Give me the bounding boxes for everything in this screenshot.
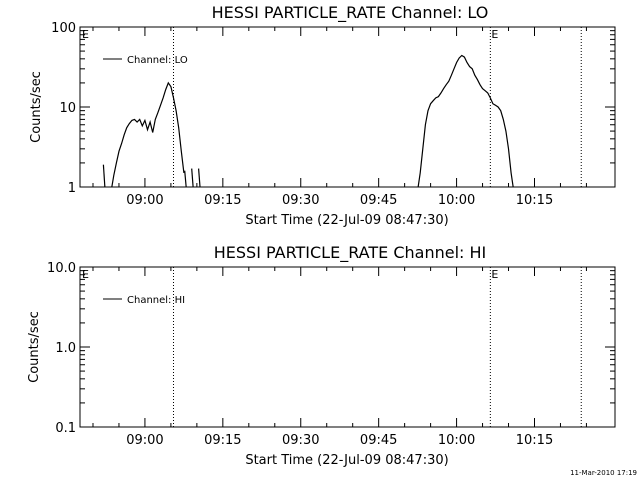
y-tick-label: 1.0 bbox=[55, 341, 76, 356]
chart-lo-legend-label: Channel: LO bbox=[127, 55, 188, 66]
chart-hi-x-axis-label: Start Time (22-Jul-09 08:47:30) bbox=[245, 453, 448, 468]
y-tick-label: 10 bbox=[59, 101, 76, 116]
x-tick-label: 10:15 bbox=[516, 193, 553, 208]
series-line-segment bbox=[184, 170, 187, 187]
chart-lo-y-ticks: 1 10 100 bbox=[51, 21, 615, 196]
x-tick-label: 09:00 bbox=[126, 193, 163, 208]
series-line-segment bbox=[198, 168, 201, 187]
x-tick-label: 09:45 bbox=[360, 433, 397, 448]
time-marker-label: E bbox=[491, 28, 498, 41]
time-marker-label: E bbox=[491, 268, 498, 281]
chart-hi: HESSI PARTICLE_RATE Channel: HI 09:00 09:… bbox=[27, 243, 616, 468]
series-line-segment bbox=[102, 164, 106, 187]
chart-lo-lines bbox=[102, 54, 514, 187]
x-tick-label: 10:00 bbox=[438, 433, 475, 448]
chart-lo-x-ticks: 09:00 09:15 09:30 09:45 10:00 10:15 bbox=[92, 27, 587, 208]
x-tick-label: 09:30 bbox=[282, 433, 319, 448]
chart-hi-y-axis-label: Counts/sec bbox=[27, 311, 42, 383]
x-tick-label: 09:00 bbox=[126, 433, 163, 448]
x-tick-label: 09:15 bbox=[204, 193, 241, 208]
chart-lo-x-axis-label: Start Time (22-Jul-09 08:47:30) bbox=[245, 213, 448, 228]
chart-hi-legend-label: Channel: HI bbox=[127, 295, 185, 306]
chart-hi-legend: Channel: HI bbox=[103, 295, 185, 306]
chart-lo-y-axis-label: Counts/sec bbox=[29, 71, 44, 143]
chart-hi-plot-frame bbox=[79, 266, 616, 428]
chart-lo-markers: E bbox=[172, 27, 582, 187]
x-tick-label: 10:00 bbox=[438, 193, 475, 208]
series-line-segment bbox=[111, 81, 185, 187]
chart-lo-title: HESSI PARTICLE_RATE Channel: LO bbox=[212, 3, 489, 23]
x-tick-label: 10:15 bbox=[516, 433, 553, 448]
x-tick-label: 09:45 bbox=[360, 193, 397, 208]
chart-hi-x-ticks: 09:00 09:15 09:30 09:45 10:00 10:15 bbox=[92, 267, 587, 448]
chart-hi-title: HESSI PARTICLE_RATE Channel: HI bbox=[214, 243, 487, 263]
chart-lo: HESSI PARTICLE_RATE Channel: LO 09:00 09:… bbox=[29, 3, 616, 228]
series-line-segment bbox=[417, 54, 514, 187]
y-tick-label: 100 bbox=[51, 21, 76, 36]
y-tick-label: 1 bbox=[68, 181, 76, 196]
chart-hi-corner-label: E bbox=[82, 268, 89, 281]
y-tick-label: 0.1 bbox=[55, 421, 76, 436]
chart-lo-legend: Channel: LO bbox=[103, 55, 188, 66]
y-tick-label: 10.0 bbox=[47, 261, 76, 276]
footer-timestamp: 11-Mar-2010 17:19 bbox=[570, 469, 637, 477]
chart-lo-corner-label: E bbox=[82, 28, 89, 41]
x-tick-label: 09:15 bbox=[204, 433, 241, 448]
chart-hi-y-ticks: 0.1 1.0 10.0 bbox=[47, 261, 615, 436]
series-line-segment bbox=[191, 168, 194, 187]
chart-hi-markers: E bbox=[172, 267, 582, 427]
x-tick-label: 09:30 bbox=[282, 193, 319, 208]
